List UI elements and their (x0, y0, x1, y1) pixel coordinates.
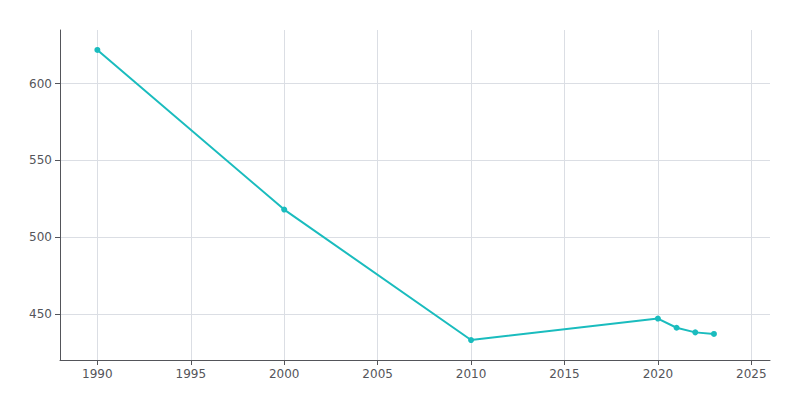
svg-text:500: 500 (29, 230, 52, 244)
svg-text:2025: 2025 (736, 367, 767, 381)
svg-text:2000: 2000 (269, 367, 300, 381)
svg-text:2005: 2005 (362, 367, 393, 381)
svg-text:2020: 2020 (643, 367, 674, 381)
svg-text:550: 550 (29, 153, 52, 167)
svg-text:1995: 1995 (176, 367, 207, 381)
svg-text:450: 450 (29, 307, 52, 321)
svg-text:600: 600 (29, 77, 52, 91)
svg-text:2010: 2010 (456, 367, 487, 381)
svg-text:1990: 1990 (82, 367, 113, 381)
svg-text:2015: 2015 (549, 367, 580, 381)
